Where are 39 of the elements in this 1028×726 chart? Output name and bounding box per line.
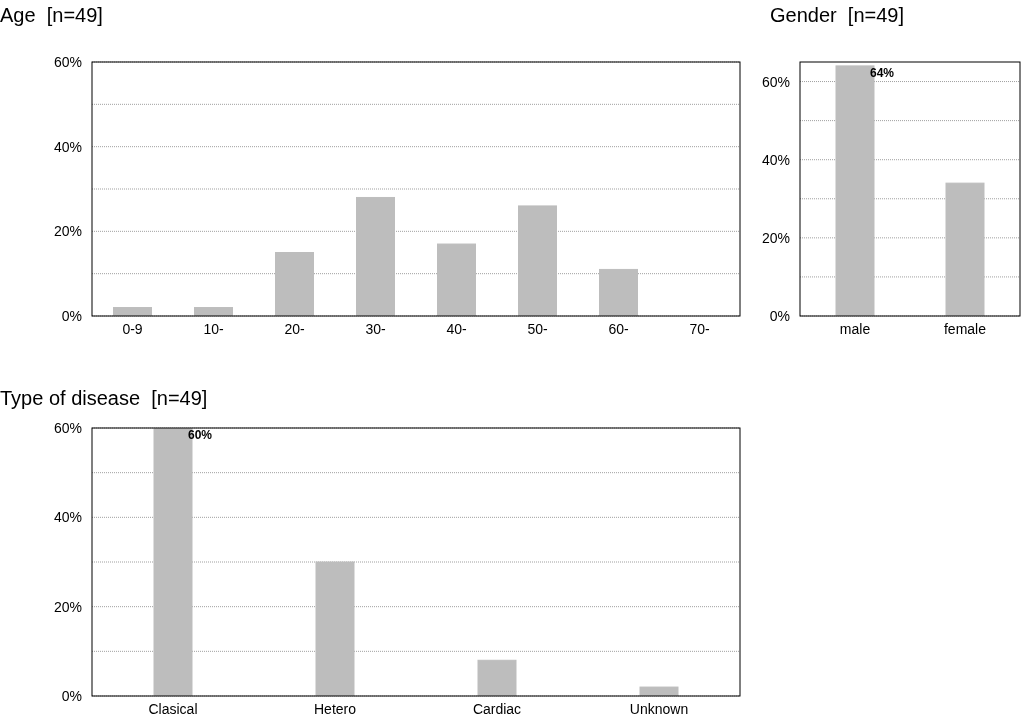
- y-tick-label: 60%: [53, 419, 82, 436]
- bar: [356, 196, 395, 316]
- y-tick-label: 20%: [53, 223, 82, 240]
- x-tick-label: Hetero: [313, 700, 357, 717]
- y-tick-label: 40%: [761, 151, 790, 168]
- y-tick-label: 60%: [53, 53, 82, 70]
- bar: [437, 243, 476, 316]
- bar: [599, 268, 638, 316]
- chart-title: Type of disease [n=49]: [0, 387, 208, 409]
- x-tick-label: 0-9: [122, 320, 143, 337]
- y-tick-label: 20%: [53, 598, 82, 615]
- data-label: 60%: [188, 428, 213, 442]
- x-tick-label: 60-: [608, 320, 629, 337]
- bar: [477, 659, 517, 696]
- x-tick-label: 20-: [284, 320, 305, 337]
- y-tick-label: 0%: [61, 307, 82, 324]
- x-tick-label: Clasical: [148, 700, 198, 717]
- y-tick-label: 20%: [761, 229, 790, 246]
- x-tick-label: 50-: [527, 320, 548, 337]
- x-tick-label: 70-: [689, 320, 710, 337]
- bar: [518, 205, 557, 316]
- y-tick-label: 60%: [761, 73, 790, 90]
- x-tick-label: male: [839, 320, 871, 337]
- y-tick-label: 40%: [53, 509, 82, 526]
- bar: [275, 252, 314, 316]
- data-label: 64%: [870, 65, 895, 80]
- x-tick-label: Unknown: [629, 700, 689, 717]
- chart-title: Gender [n=49]: [770, 4, 904, 26]
- bar: [639, 686, 679, 696]
- x-tick-label: 30-: [365, 320, 386, 337]
- y-tick-label: 0%: [769, 307, 790, 324]
- x-tick-label: 40-: [446, 320, 467, 337]
- y-tick-label: 0%: [61, 687, 82, 704]
- chart-title: Age [n=49]: [0, 4, 103, 26]
- x-tick-label: female: [943, 320, 987, 337]
- y-tick-label: 40%: [53, 138, 82, 155]
- x-tick-label: Cardiac: [472, 700, 522, 717]
- x-tick-label: 10-: [203, 320, 224, 337]
- bar: [315, 561, 355, 696]
